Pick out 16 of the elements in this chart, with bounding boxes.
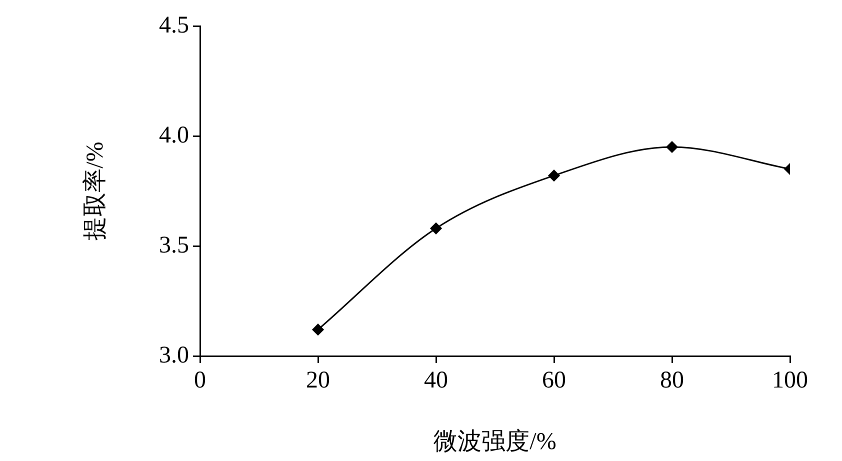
x-tick-label: 100 [772,368,808,394]
y-tick-label: 3.5 [159,232,189,258]
point [430,222,442,234]
point [666,141,678,153]
y-tick-label: 4.0 [159,122,189,148]
x-tick-label: 60 [542,368,566,394]
x-tick-label: 40 [424,368,448,394]
x-tick-label: 80 [660,368,684,394]
point [548,170,560,182]
x-tick-label: 20 [306,368,330,394]
x-axis-title: 微波强度/% [434,428,556,455]
y-tick-label: 4.5 [159,12,189,38]
y-axis-title: 提取率/% [82,142,109,240]
x-tick-label: 0 [194,368,206,394]
y-tick-label: 3.0 [159,342,189,368]
point [312,324,324,336]
